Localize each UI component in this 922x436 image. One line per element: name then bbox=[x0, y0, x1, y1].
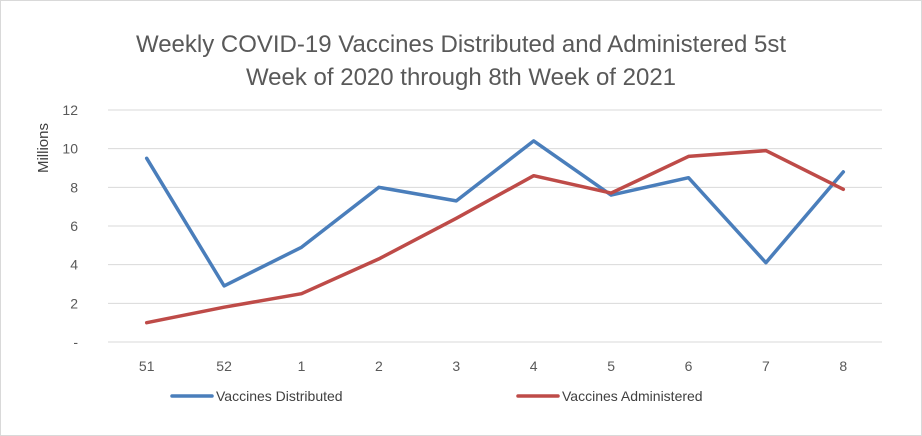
y-tick-label: - bbox=[73, 334, 78, 350]
x-tick-label: 3 bbox=[452, 358, 460, 374]
x-tick-label: 6 bbox=[685, 358, 693, 374]
y-tick-label: 4 bbox=[70, 257, 78, 273]
series-line-2 bbox=[144, 148, 846, 325]
y-tick-label: 12 bbox=[62, 102, 78, 118]
legend-label-1: Vaccines Distributed bbox=[216, 388, 343, 404]
y-tick-label: 6 bbox=[70, 218, 78, 234]
x-tick-label: 8 bbox=[839, 358, 847, 374]
series-line-1 bbox=[144, 139, 846, 288]
chart-title-line-1: Weekly COVID-19 Vaccines Distributed and… bbox=[136, 31, 786, 58]
x-tick-label: 51 bbox=[139, 358, 155, 374]
legend: Vaccines Distributed Vaccines Administere… bbox=[170, 388, 703, 404]
x-tick-label: 4 bbox=[530, 358, 538, 374]
y-axis-label: Millions bbox=[35, 123, 52, 173]
y-tick-labels: - 2 4 6 8 10 12 bbox=[62, 102, 78, 350]
chart-title-line-2: Week of 2020 through 8th Week of 2021 bbox=[246, 64, 676, 91]
y-tick-label: 2 bbox=[70, 295, 78, 311]
x-tick-label: 52 bbox=[216, 358, 232, 374]
x-tick-label: 7 bbox=[762, 358, 770, 374]
y-tick-label: 8 bbox=[70, 179, 78, 195]
legend-label-2: Vaccines Administered bbox=[562, 388, 703, 404]
x-tick-label: 1 bbox=[298, 358, 306, 374]
x-tick-label: 5 bbox=[607, 358, 615, 374]
x-tick-label: 2 bbox=[375, 358, 383, 374]
series-lines bbox=[144, 139, 846, 325]
y-tick-label: 10 bbox=[62, 141, 78, 157]
x-tick-labels: 51 52 1 2 3 4 5 6 7 8 bbox=[139, 358, 847, 374]
